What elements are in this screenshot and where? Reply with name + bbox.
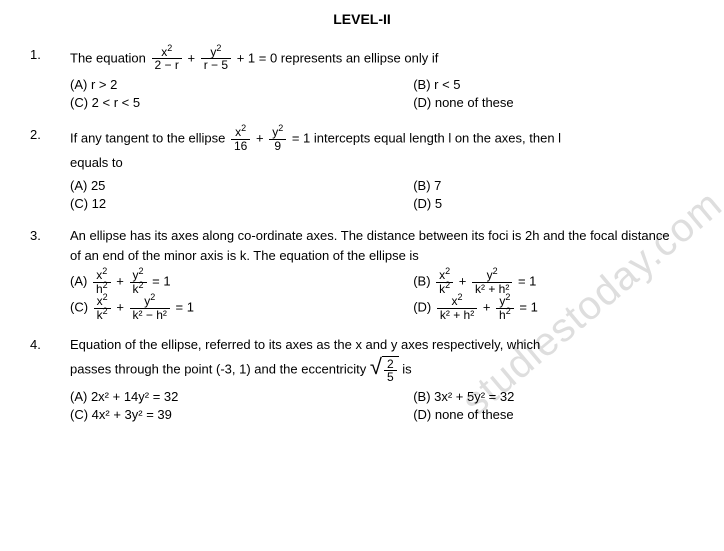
question-1: 1. The equation x2 2 − r + y2 r − 5 + 1 …: [30, 46, 694, 113]
q4-option-d: (D) none of these: [413, 406, 694, 424]
q4-option-c: (C) 4x² + 3y² = 39: [70, 406, 413, 424]
q3b-eq: = 1: [518, 274, 536, 289]
q3-option-d: (D) x2k² + h² + y2h2 = 1: [413, 295, 694, 321]
q3d-plus: +: [483, 300, 494, 315]
q3b-plus: +: [459, 274, 470, 289]
q3b-f1ns: 2: [445, 266, 450, 276]
q1-stem-post: + 1 = 0 represents an ellipse only if: [237, 50, 439, 65]
q4-sqrt-num: 2: [384, 358, 397, 372]
q3c-f2d: k² − h²: [130, 309, 170, 322]
q3a-f1ns: 2: [102, 266, 107, 276]
q1-stem-pre: The equation: [70, 50, 150, 65]
q3c-f1: x2k2: [94, 295, 111, 321]
q2-stem: If any tangent to the ellipse x2 16 + y2…: [70, 126, 694, 152]
q2-stem-line2: equals to: [70, 154, 694, 172]
q4-l2-pre: passes through the point (-3, 1) and the…: [70, 361, 370, 376]
q3d-f1d: k² + h²: [437, 309, 477, 322]
q1-frac1: x2 2 − r: [152, 46, 182, 72]
level-heading: LEVEL-II: [30, 10, 694, 30]
q3-number: 3.: [30, 227, 70, 322]
q3c-f1ns: 2: [103, 292, 108, 302]
q1-option-d: (D) none of these: [413, 94, 694, 112]
q4-sqrt-den: 5: [384, 371, 397, 384]
q2-number: 2.: [30, 126, 70, 213]
q4-stem-line1: Equation of the ellipse, referred to its…: [70, 336, 694, 354]
q1-f1-den: 2 − r: [152, 59, 182, 72]
q4-l2-post: is: [402, 361, 411, 376]
q3-option-c: (C) x2k2 + y2k² − h² = 1: [70, 295, 413, 321]
q2-frac2: y2 9: [269, 126, 286, 152]
q3-option-b: (B) x2k2 + y2k² + h² = 1: [413, 269, 694, 295]
q4-option-b: (B) 3x² + 5y² = 32: [413, 388, 694, 406]
sqrt-icon: √: [370, 356, 382, 384]
q1-plus: +: [188, 50, 199, 65]
q3a-f2ns: 2: [139, 266, 144, 276]
q3d-eq: = 1: [519, 300, 537, 315]
q3c-plus: +: [116, 300, 127, 315]
q3d-f2ds: 2: [506, 306, 511, 316]
q3d-f2d: h: [499, 308, 506, 322]
q3c-pre: (C): [70, 300, 92, 315]
q3a-pre: (A): [70, 274, 91, 289]
q3a-f2: y2k2: [130, 269, 147, 295]
q1-option-a: (A) r > 2: [70, 76, 413, 94]
q2-f1-den: 16: [231, 140, 250, 153]
q2-option-c: (C) 12: [70, 195, 413, 213]
q2-f2-den: 9: [269, 140, 286, 153]
q1-option-b: (B) r < 5: [413, 76, 694, 94]
q3a-f2ds: 2: [139, 280, 144, 290]
q2-stem-pre: If any tangent to the ellipse: [70, 131, 229, 146]
q2-f2-sup: 2: [278, 123, 283, 133]
q3d-f2ns: 2: [505, 292, 510, 302]
q3a-plus: +: [116, 274, 127, 289]
q2-option-a: (A) 25: [70, 177, 413, 195]
q3d-pre: (D): [413, 300, 435, 315]
q4-option-a: (A) 2x² + 14y² = 32: [70, 388, 413, 406]
q1-number: 1.: [30, 46, 70, 113]
q3c-eq: = 1: [176, 300, 194, 315]
q3a-f1ds: 2: [103, 280, 108, 290]
question-3: 3. An ellipse has its axes along co-ordi…: [30, 227, 694, 322]
question-2: 2. If any tangent to the ellipse x2 16 +…: [30, 126, 694, 213]
q4-sqrt: √ 2 5: [370, 356, 399, 384]
q4-stem-line2: passes through the point (-3, 1) and the…: [70, 356, 694, 384]
q1-f1-sup: 2: [167, 43, 172, 53]
q4-number: 4.: [30, 336, 70, 425]
q1-f2-den: r − 5: [201, 59, 231, 72]
q1-frac2: y2 r − 5: [201, 46, 231, 72]
q3d-f2: y2h2: [496, 295, 514, 321]
q3-stem-line1: An ellipse has its axes along co-ordinat…: [70, 227, 694, 245]
q2-f1-sup: 2: [241, 123, 246, 133]
q3-option-a: (A) x2h2 + y2k2 = 1: [70, 269, 413, 295]
q3b-f2ns: 2: [493, 266, 498, 276]
q3d-f1: x2k² + h²: [437, 295, 477, 321]
q3d-f1ns: 2: [458, 292, 463, 302]
q1-option-c: (C) 2 < r < 5: [70, 94, 413, 112]
q3c-f2ns: 2: [150, 292, 155, 302]
q3-stem-line2: of an end of the minor axis is k. The eq…: [70, 247, 694, 265]
q3b-f1ds: 2: [445, 280, 450, 290]
q2-plus: +: [256, 131, 267, 146]
q2-frac1: x2 16: [231, 126, 250, 152]
q1-f2-sup: 2: [216, 43, 221, 53]
q3a-eq: = 1: [152, 274, 170, 289]
q4-sqrt-frac: 2 5: [384, 358, 397, 384]
q3b-f1: x2k2: [436, 269, 453, 295]
question-4: 4. Equation of the ellipse, referred to …: [30, 336, 694, 425]
q2-option-d: (D) 5: [413, 195, 694, 213]
q2-option-b: (B) 7: [413, 177, 694, 195]
q1-stem: The equation x2 2 − r + y2 r − 5 + 1 = 0…: [70, 46, 694, 72]
q3c-f2: y2k² − h²: [130, 295, 170, 321]
q2-stem-post: = 1 intercepts equal length l on the axe…: [292, 131, 561, 146]
q3b-pre: (B): [413, 274, 434, 289]
q3c-f1ds: 2: [103, 306, 108, 316]
